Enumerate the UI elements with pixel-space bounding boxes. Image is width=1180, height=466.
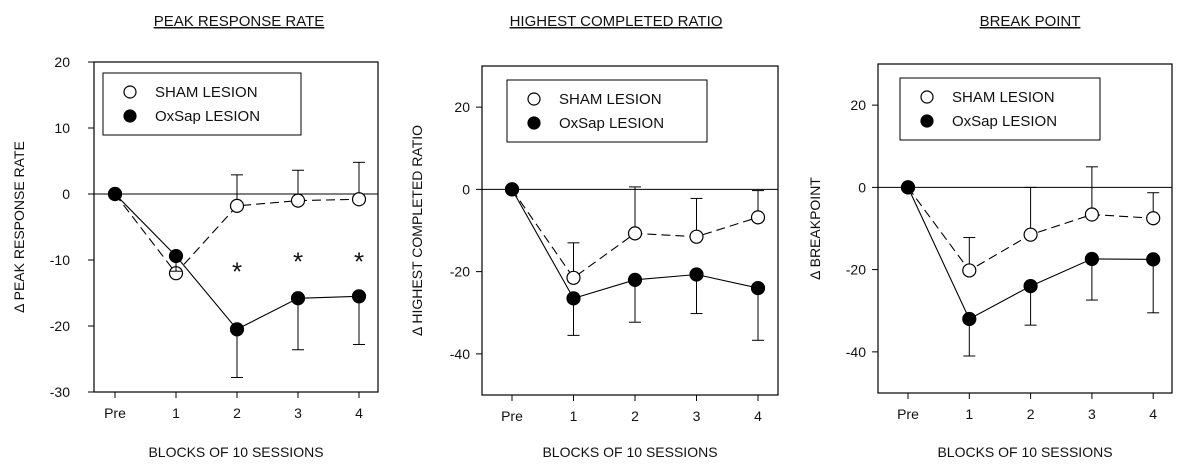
x-axis-label: BLOCKS OF 10 SESSIONS — [148, 444, 323, 460]
y-tick-label: 20 — [54, 54, 70, 70]
data-point — [229, 322, 245, 337]
series-oxsap — [504, 182, 766, 341]
x-axis-label: BLOCKS OF 10 SESSIONS — [542, 444, 717, 460]
data-point — [750, 210, 766, 225]
data-point — [1084, 207, 1100, 222]
y-tick-label: 10 — [54, 120, 70, 136]
data-point — [1146, 211, 1161, 226]
y-tick-label: 0 — [62, 186, 70, 202]
y-tick-label: 20 — [850, 97, 866, 113]
series-sham — [504, 182, 766, 285]
y-tick-label: -20 — [50, 318, 70, 334]
data-point — [107, 186, 123, 202]
x-tick-label: 1 — [965, 406, 973, 422]
data-point — [900, 180, 916, 195]
data-point — [962, 311, 977, 327]
data-point — [290, 291, 306, 306]
data-point — [351, 289, 367, 304]
legend-marker-sham — [920, 90, 934, 104]
data-point — [627, 226, 643, 241]
y-axis-label: Δ HIGHEST COMPLETED RATIO — [409, 125, 425, 336]
y-tick-label: -30 — [50, 384, 70, 400]
legend-box — [506, 79, 708, 143]
significance-asterisk: * — [232, 257, 242, 287]
data-point — [290, 193, 306, 208]
y-tick-label: -20 — [846, 262, 866, 278]
data-point — [1023, 278, 1038, 294]
x-tick-label: 4 — [355, 405, 363, 421]
x-tick-label: 2 — [1027, 406, 1035, 422]
chart-panel-1: PEAK RESPONSE RATE 20 10 0 -10 -20 -30 Pre 1 2 3 4 B… — [11, 13, 379, 460]
x-tick-label: 1 — [570, 408, 578, 424]
data-point — [168, 248, 184, 264]
series-oxsap — [107, 186, 367, 378]
significance-asterisk: * — [354, 247, 364, 277]
legend-label: OxSap LESION — [155, 108, 260, 125]
x-tick-label: 3 — [1088, 406, 1096, 422]
data-point — [962, 263, 977, 278]
chart-title: BREAK POINT — [980, 13, 1081, 30]
legend-marker-sham — [123, 85, 137, 99]
data-point — [1146, 252, 1161, 267]
y-axis-label: Δ PEAK RESPONSE RATE — [11, 141, 27, 313]
x-tick-label: 3 — [693, 408, 701, 424]
data-point — [627, 272, 643, 287]
legend-marker-oxsap — [527, 116, 541, 130]
legend: SHAM LESION OxSap LESION — [506, 79, 708, 143]
plot-frame — [877, 63, 1173, 394]
chart-title: HIGHEST COMPLETED RATIO — [510, 13, 723, 30]
y-tick-label: 0 — [462, 181, 470, 197]
data-point — [229, 198, 245, 213]
legend-box — [899, 77, 1101, 141]
x-tick-label: Pre — [897, 406, 919, 422]
legend-label: SHAM LESION — [952, 89, 1055, 106]
legend: SHAM LESION OxSap LESION — [102, 72, 302, 136]
legend: SHAM LESION OxSap LESION — [899, 77, 1101, 141]
legend-box — [102, 72, 302, 136]
chart-panel-3: BREAK POINT 20 0 -20 -40 Pre 1 2 3 4 BLOCKS OF 10 … — [807, 13, 1173, 460]
x-tick-label: 1 — [172, 405, 180, 421]
y-tick-label: 20 — [454, 99, 470, 115]
legend-label: OxSap LESION — [559, 115, 664, 132]
chart-panel-2: HIGHEST COMPLETED RATIO 20 0 -20 -40 Pre 1 2 3 4 B… — [409, 13, 779, 460]
x-axis-label: BLOCKS OF 10 SESSIONS — [937, 444, 1112, 460]
y-tick-label: -40 — [450, 346, 470, 362]
legend-label: SHAM LESION — [559, 91, 662, 108]
data-point — [566, 270, 581, 285]
legend-label: SHAM LESION — [155, 84, 258, 101]
x-tick-label: 2 — [233, 405, 241, 421]
data-point — [1084, 251, 1100, 267]
data-point — [351, 192, 367, 207]
data-point — [750, 280, 766, 296]
legend-marker-oxsap — [123, 109, 137, 123]
plot-frame — [93, 61, 379, 393]
data-point — [566, 291, 581, 306]
legend-marker-oxsap — [920, 114, 934, 128]
y-tick-label: -40 — [846, 344, 866, 360]
y-axis-label: Δ BREAKPOINT — [807, 177, 823, 280]
chart-title: PEAK RESPONSE RATE — [154, 13, 325, 30]
x-tick-label: Pre — [104, 405, 126, 421]
x-tick-label: Pre — [501, 408, 523, 424]
data-point — [689, 229, 704, 244]
data-point — [1023, 227, 1038, 242]
series-sham — [900, 166, 1161, 278]
data-point — [504, 182, 520, 197]
x-tick-label: 4 — [754, 408, 762, 424]
y-tick-label: 0 — [858, 179, 866, 195]
x-tick-label: 3 — [294, 405, 302, 421]
y-tick-label: -20 — [450, 264, 470, 280]
data-point — [689, 267, 704, 282]
significance-asterisk: * — [293, 247, 303, 277]
legend-marker-sham — [527, 92, 541, 106]
series-oxsap — [900, 180, 1161, 357]
plot-frame — [481, 65, 779, 396]
y-tick-label: -10 — [50, 252, 70, 268]
x-tick-label: 4 — [1149, 406, 1157, 422]
x-tick-label: 2 — [631, 408, 639, 424]
legend-label: OxSap LESION — [952, 113, 1057, 130]
